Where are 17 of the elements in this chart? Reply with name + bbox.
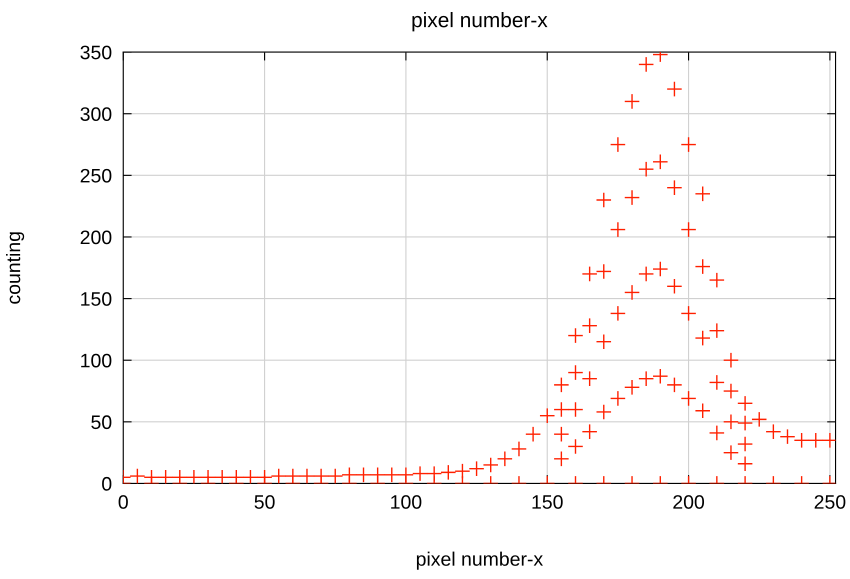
x-tick-label: 0 [118,495,128,509]
x-axis-title: pixel number-x [416,552,543,570]
x-tick-label: 150 [532,495,563,509]
x-tick-label: 100 [391,495,422,509]
x-tick-label: 50 [254,495,275,509]
y-tick-label: 100 [81,354,112,368]
y-tick-label: 50 [91,415,112,430]
x-tick-label: 250 [814,495,846,509]
y-tick-label: 350 [80,46,112,60]
chart-title: pixel number-x [412,12,548,32]
y-axis-title: counting [6,232,24,304]
y-tick-label: 150 [81,292,112,306]
y-tick-label: 200 [80,230,112,244]
y-tick-label: 0 [102,476,112,491]
y-tick-label: 300 [80,107,112,121]
x-tick-label: 200 [673,495,704,509]
y-tick-label: 250 [80,168,112,183]
